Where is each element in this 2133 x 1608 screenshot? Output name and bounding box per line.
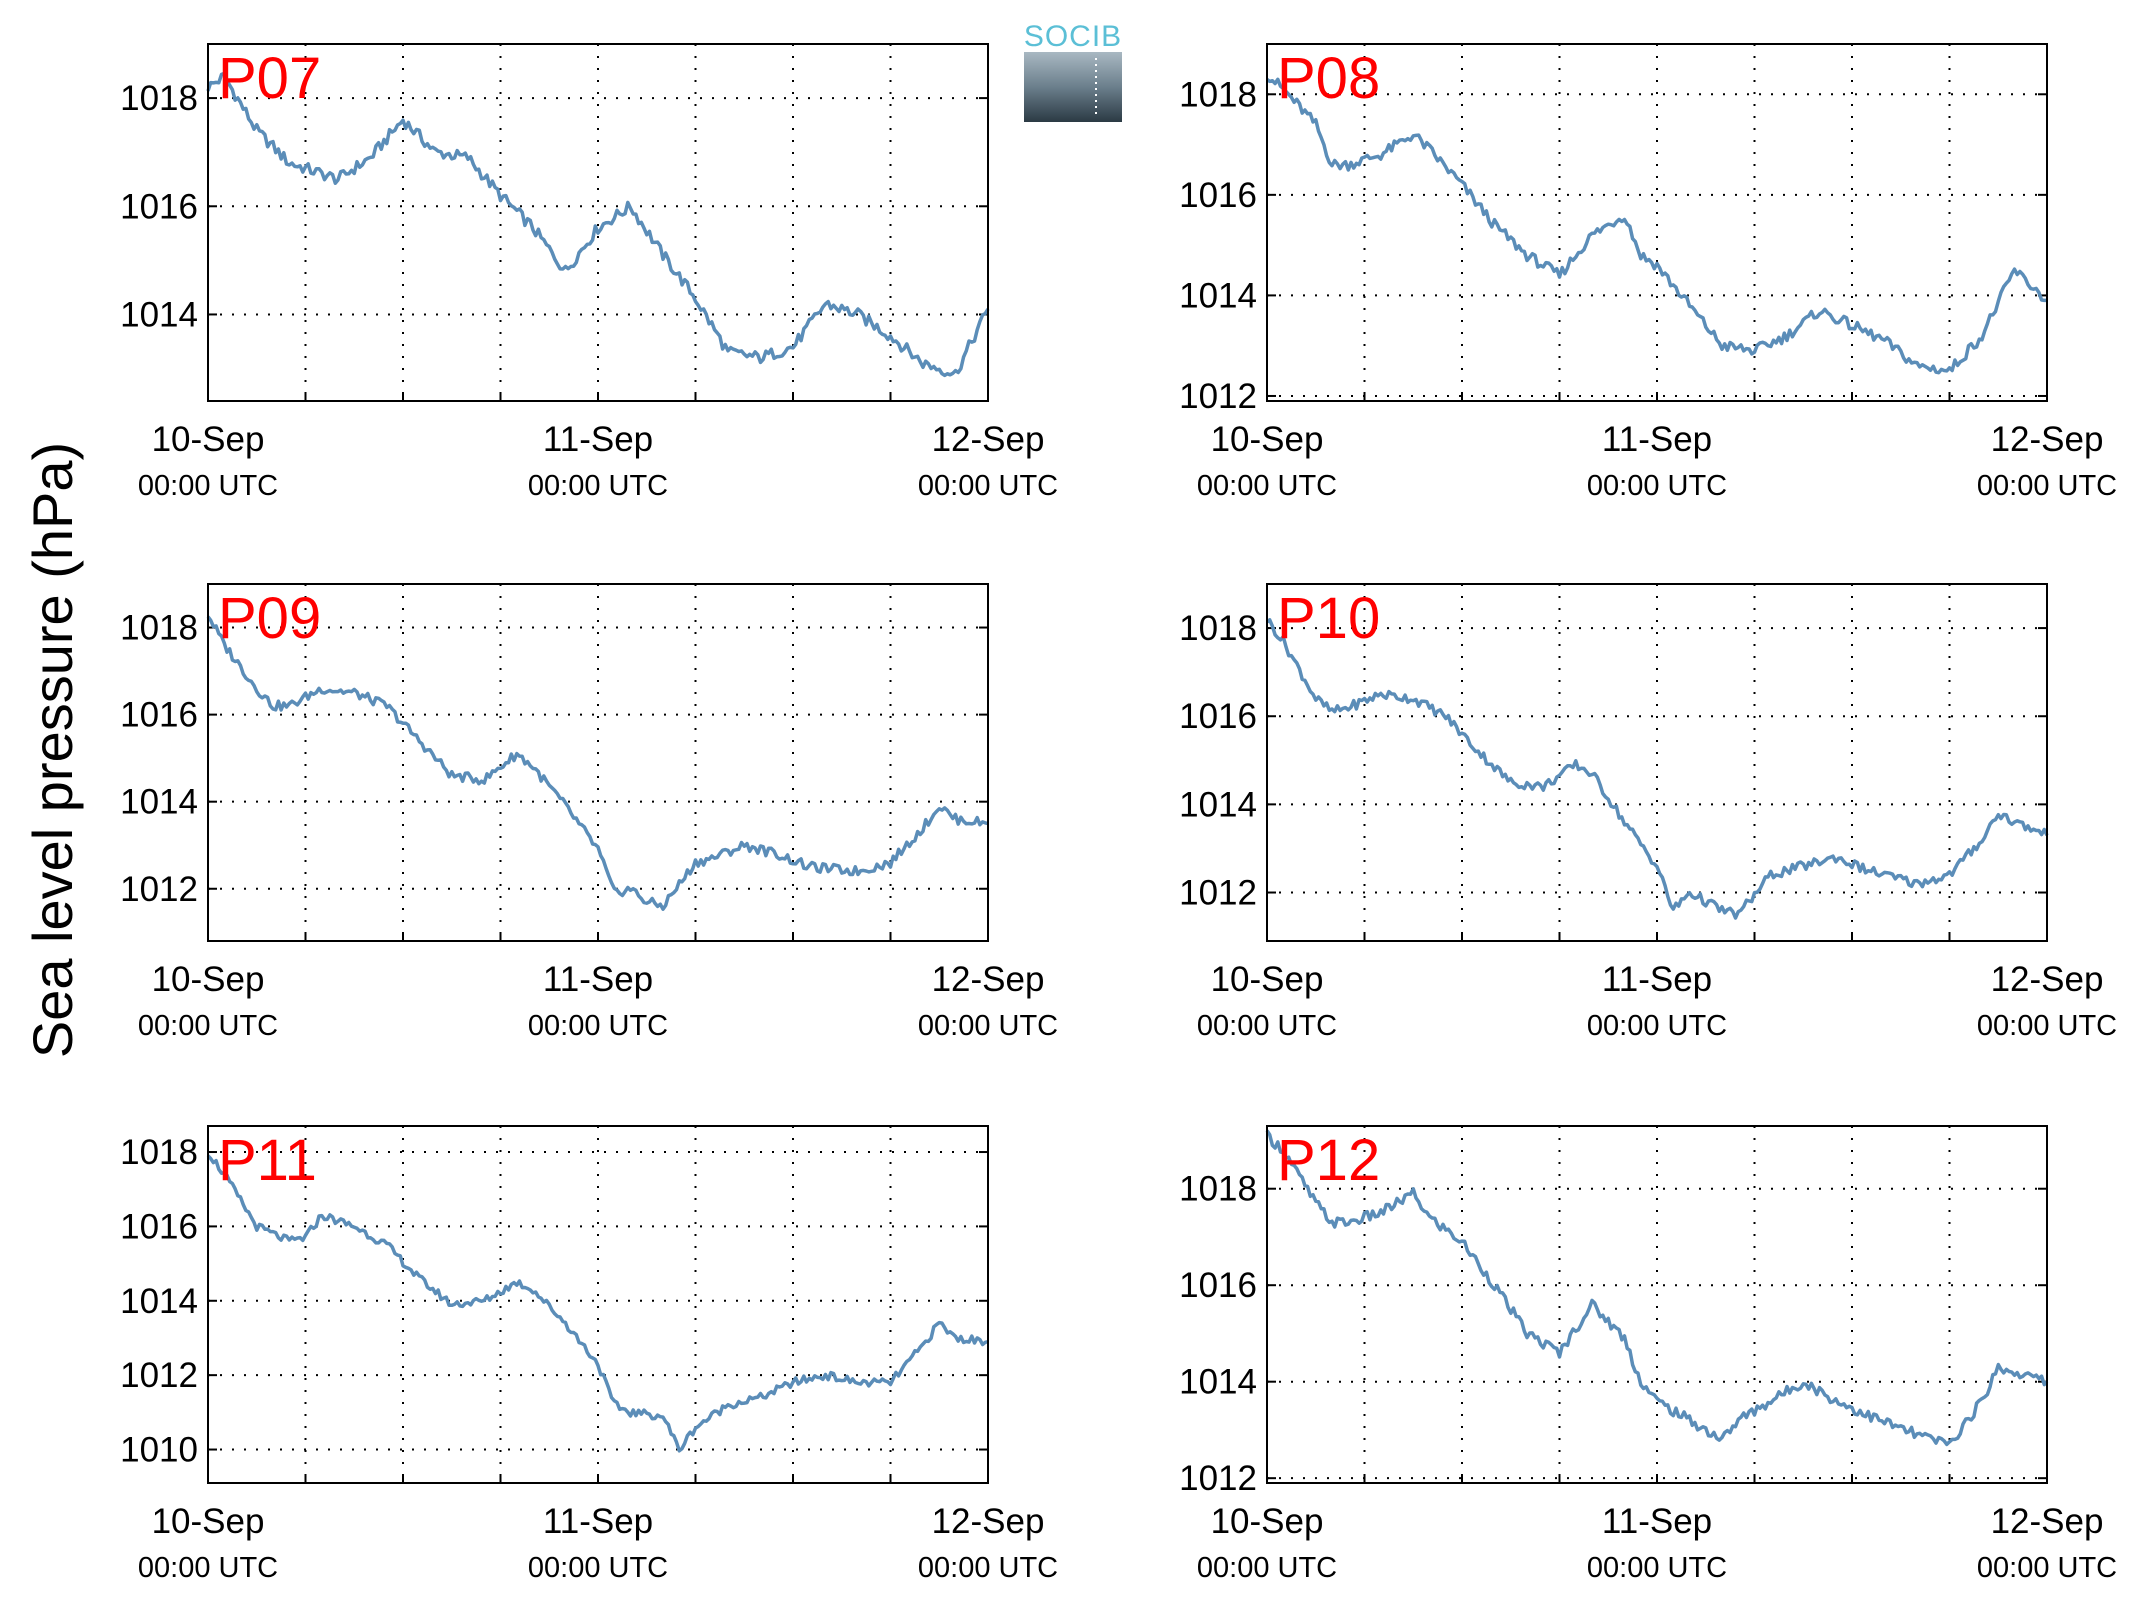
chart-panel-p08: 1012 1014 1016 1018 10-Sep 00:00 UTC 11-Sep 00:…	[1179, 43, 2117, 502]
chart-panel-p11: 1010 1012 1014 1016 1018 10-Sep 00:00 UTC 11-Se…	[120, 1125, 1058, 1584]
series-line	[1265, 1129, 2049, 1447]
x-tick-label-date: 12-Sep	[932, 960, 1045, 999]
panel-label: P09	[218, 586, 321, 651]
socib-logo: SOCIB	[1024, 20, 1122, 122]
y-tick-label: 1016	[120, 1207, 198, 1246]
x-tick-label-date: 10-Sep	[152, 420, 265, 459]
y-tick-label: 1012	[120, 1356, 198, 1395]
x-tick-label-date: 11-Sep	[1602, 960, 1712, 999]
y-tick-label: 1014	[1179, 1363, 1257, 1402]
plot-frame	[207, 583, 989, 942]
x-tick-label-date: 12-Sep	[1991, 420, 2104, 459]
chart-panel-p12: 1012 1014 1016 1018 10-Sep 00:00 UTC 11-Sep 00:…	[1179, 1125, 2117, 1584]
y-tick-label: 1014	[120, 295, 198, 334]
plot-frame	[1266, 43, 2048, 402]
x-tick-label-time: 00:00 UTC	[138, 1010, 278, 1042]
chart-panel-p10: 1012 1014 1016 1018 10-Sep 00:00 UTC 11-Sep 00:…	[1179, 583, 2117, 1042]
panel-label: P07	[218, 46, 321, 111]
x-tick-label-date: 10-Sep	[1211, 420, 1324, 459]
y-tick-label: 1016	[1179, 1266, 1257, 1305]
x-tick-label-time: 00:00 UTC	[918, 1552, 1058, 1584]
plot-frame	[207, 43, 989, 402]
logo-text: SOCIB	[1024, 20, 1122, 53]
x-tick-label-time: 00:00 UTC	[138, 470, 278, 502]
y-tick-label: 1014	[1179, 785, 1257, 824]
x-tick-label-time: 00:00 UTC	[918, 470, 1058, 502]
x-tick-label-time: 00:00 UTC	[528, 1552, 668, 1584]
y-tick-label: 1014	[120, 1282, 198, 1321]
x-tick-label-date: 11-Sep	[543, 960, 653, 999]
x-tick-label-date: 12-Sep	[932, 1502, 1045, 1541]
y-tick-label: 1018	[120, 609, 198, 648]
y-tick-label: 1018	[1179, 1170, 1257, 1209]
x-tick-label-time: 00:00 UTC	[1977, 1552, 2117, 1584]
x-tick-label-time: 00:00 UTC	[528, 470, 668, 502]
panel-label: P12	[1277, 1128, 1380, 1193]
x-tick-label-date: 10-Sep	[152, 960, 265, 999]
y-tick-label: 1012	[120, 870, 198, 909]
x-tick-label-date: 10-Sep	[152, 1502, 265, 1541]
y-tick-label: 1018	[120, 1133, 198, 1172]
x-tick-label-date: 11-Sep	[1602, 1502, 1712, 1541]
series-line	[206, 1154, 989, 1453]
y-tick-label: 1018	[1179, 75, 1257, 114]
x-tick-label-date: 11-Sep	[1602, 420, 1712, 459]
x-tick-label-time: 00:00 UTC	[138, 1552, 278, 1584]
x-tick-label-date: 10-Sep	[1211, 960, 1324, 999]
panels-grid: 1014 1016 1018 10-Sep 00:00 UTC 11-Sep 00:00 U…	[120, 43, 2117, 1584]
logo-block	[1024, 52, 1122, 122]
y-tick-label: 1018	[1179, 609, 1257, 648]
y-tick-label: 1016	[120, 696, 198, 735]
x-tick-label-time: 00:00 UTC	[1587, 1552, 1727, 1584]
y-tick-label: 1010	[120, 1431, 198, 1470]
panel-label: P08	[1277, 46, 1380, 111]
series-line	[1265, 77, 2047, 375]
y-tick-label: 1018	[120, 79, 198, 118]
x-tick-label-time: 00:00 UTC	[1197, 1552, 1337, 1584]
x-tick-label-date: 12-Sep	[932, 420, 1045, 459]
y-tick-label: 1012	[1179, 1459, 1257, 1498]
plot-frame	[1266, 1125, 2048, 1484]
x-tick-label-time: 00:00 UTC	[918, 1010, 1058, 1042]
series-line	[1265, 618, 2049, 920]
x-tick-label-time: 00:00 UTC	[528, 1010, 668, 1042]
y-tick-label: 1012	[1179, 377, 1257, 416]
plot-frame	[207, 1125, 989, 1484]
x-tick-label-date: 11-Sep	[543, 420, 653, 459]
x-tick-label-date: 12-Sep	[1991, 1502, 2104, 1541]
y-tick-label: 1014	[120, 783, 198, 822]
x-tick-label-time: 00:00 UTC	[1197, 1010, 1337, 1042]
x-tick-label-time: 00:00 UTC	[1977, 1010, 2117, 1042]
chart-panel-p07: 1014 1016 1018 10-Sep 00:00 UTC 11-Sep 00:00 U…	[120, 43, 1058, 502]
y-axis-title: Sea level pressure (hPa)	[21, 442, 84, 1058]
x-tick-label-date: 11-Sep	[543, 1502, 653, 1541]
panel-label: P11	[218, 1128, 317, 1193]
panel-label: P10	[1277, 586, 1380, 651]
x-tick-label-time: 00:00 UTC	[1977, 470, 2117, 502]
x-tick-label-date: 12-Sep	[1991, 960, 2104, 999]
y-tick-label: 1016	[120, 187, 198, 226]
chart-panel-p09: 1012 1014 1016 1018 10-Sep 00:00 UTC 11-Sep 00:…	[120, 583, 1058, 1042]
x-tick-label-date: 10-Sep	[1211, 1502, 1324, 1541]
x-tick-label-time: 00:00 UTC	[1587, 1010, 1727, 1042]
y-tick-label: 1016	[1179, 176, 1257, 215]
series-line	[206, 71, 990, 378]
y-tick-label: 1012	[1179, 874, 1257, 913]
y-tick-label: 1016	[1179, 697, 1257, 736]
plot-frame	[1266, 583, 2048, 942]
series-line	[206, 615, 989, 911]
y-tick-label: 1014	[1179, 276, 1257, 315]
x-tick-label-time: 00:00 UTC	[1587, 470, 1727, 502]
x-tick-label-time: 00:00 UTC	[1197, 470, 1337, 502]
